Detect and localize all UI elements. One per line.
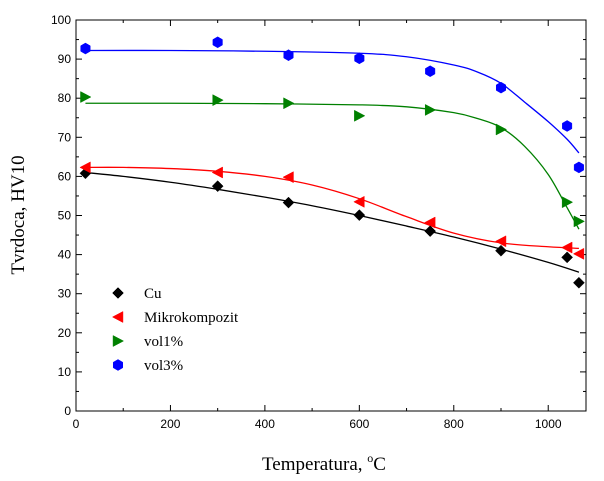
x-tick-label: 1000 [535, 417, 562, 431]
legend: Cu Mikrokompozit vol1% vol3% [111, 286, 239, 374]
data-point-vol1 [80, 91, 92, 103]
data-point-mikrokompozit [572, 247, 585, 260]
x-tick-label: 800 [444, 417, 464, 431]
fit-curve-cu [85, 171, 580, 273]
data-point-mikrokompozit [494, 235, 507, 248]
axes: 0 200 400 600 800 1000 0 10 20 30 40 50 60 70 80 90 100 [51, 13, 587, 431]
data-point-cu [211, 180, 224, 193]
x-tick-label: 0 [73, 417, 80, 431]
legend-label-cu: Cu [144, 286, 162, 302]
data-point-cu [561, 251, 573, 264]
y-tick-label: 50 [58, 209, 72, 223]
plot-frame [75, 19, 587, 412]
data-point-cu [424, 225, 437, 237]
data-point-vol3 [212, 36, 223, 49]
data-point-vol1 [212, 94, 224, 107]
legend-marker-vol3 [112, 359, 124, 371]
legend-marker-mikrokompozit [111, 311, 124, 323]
data-point-mikrokompozit [561, 241, 573, 254]
y-tick-label: 90 [58, 52, 72, 66]
data-point-vol1 [354, 109, 366, 122]
legend-label-mikrokompozit: Mikrokompozit [144, 310, 239, 326]
fit-curve-vol3 [85, 49, 580, 154]
legend-marker-vol1 [112, 335, 125, 347]
data-point-cu [282, 196, 295, 209]
y-tick-label: 20 [58, 326, 72, 340]
y-tick-label: 100 [51, 13, 71, 27]
data-point-mikrokompozit [211, 166, 223, 179]
x-axis-title-unit: C [373, 454, 386, 475]
data-point-cu [573, 276, 585, 289]
x-tick-label: 600 [349, 417, 369, 431]
legend-label-vol1: vol1% [144, 334, 183, 350]
y-axis-title: Tvrdoca, HV10 [8, 155, 29, 274]
data-point-cu [353, 209, 366, 221]
data-point-vol3 [425, 65, 436, 78]
fit-curve-vol1 [85, 102, 580, 230]
data-point-vol3 [354, 52, 365, 65]
data-point-mikrokompozit [79, 161, 91, 174]
data-point-vol1 [495, 123, 508, 136]
y-tick-label: 80 [58, 91, 72, 105]
y-tick-label: 60 [58, 169, 72, 183]
legend-marker-cu [112, 287, 124, 299]
y-tick-label: 70 [58, 130, 72, 144]
x-axis-title: Temperatura, oC [262, 451, 386, 475]
x-tick-label: 200 [160, 417, 180, 431]
y-tick-label: 30 [58, 287, 72, 301]
data-point-mikrokompozit [353, 195, 365, 208]
data-point-vol1 [283, 97, 295, 110]
y-tick-label: 40 [58, 248, 72, 262]
x-axis-title-main: Temperatura, [262, 454, 367, 475]
y-tick-label: 0 [64, 404, 71, 418]
y-tick-label: 10 [58, 365, 72, 379]
x-tick-label: 400 [255, 417, 275, 431]
data-point-mikrokompozit [282, 171, 294, 184]
data-point-cu [495, 244, 507, 257]
data-point-vol3 [283, 49, 294, 61]
data-point-vol1 [424, 104, 437, 116]
x-axis-title-degree: o [367, 451, 373, 465]
legend-label-vol3: vol3% [144, 358, 183, 374]
data-point-vol3 [495, 81, 507, 94]
data-point-vol1 [573, 215, 585, 228]
data-point-vol3 [80, 42, 91, 55]
data-point-vol3 [573, 161, 584, 174]
data-points [79, 36, 585, 289]
data-point-vol3 [562, 120, 573, 132]
data-point-vol1 [561, 196, 574, 209]
data-point-mikrokompozit [424, 216, 436, 229]
